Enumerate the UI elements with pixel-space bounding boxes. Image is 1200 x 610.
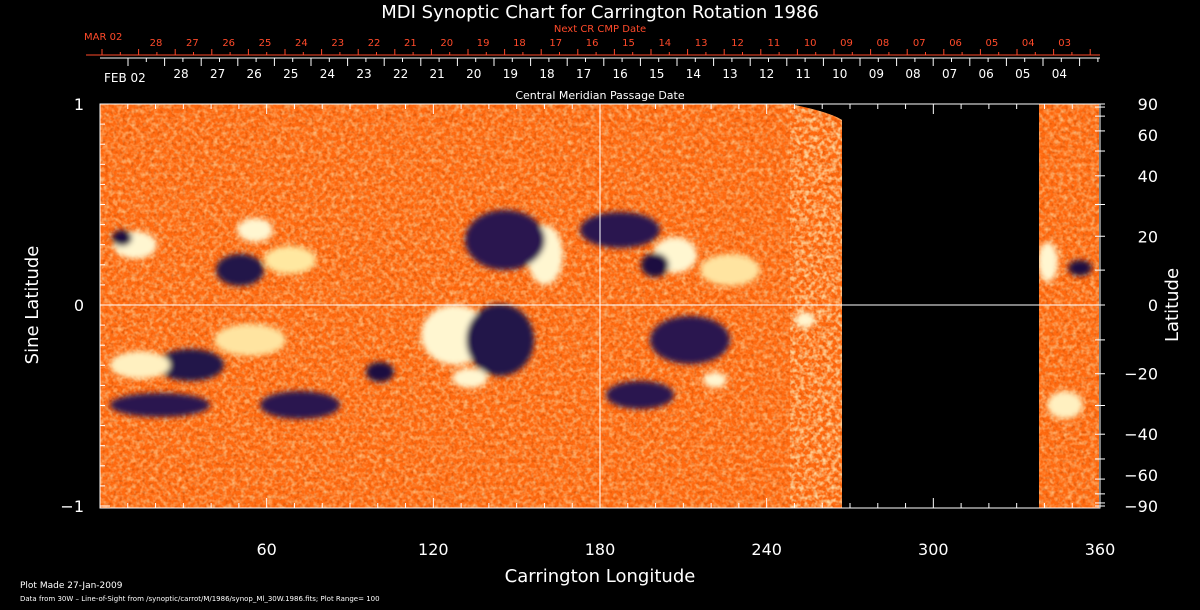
cmp-date-label: 04 <box>1052 67 1067 81</box>
y-right-tick-label: −20 <box>1124 365 1158 384</box>
next-cr-date-label: 10 <box>804 38 817 49</box>
cmp-axis-label: Central Meridian Passage Date <box>515 89 684 102</box>
next-cr-date-label: 06 <box>949 38 962 49</box>
next-cr-date-label: 21 <box>404 38 417 49</box>
next-cr-date-label: 17 <box>549 38 562 49</box>
next-cr-date-label: 08 <box>877 38 890 49</box>
next-cr-date-label: 12 <box>731 38 744 49</box>
cmp-date-label: 26 <box>247 67 262 81</box>
y-right-tick-label: −90 <box>1124 497 1158 516</box>
cmp-date-label: 13 <box>722 67 737 81</box>
y-axis-right-title: Latitude <box>1162 268 1183 342</box>
x-axis: 60 120 180 240 300 360 <box>99 104 1116 559</box>
next-cr-date-label: 26 <box>222 38 235 49</box>
cmp-date-label: 08 <box>905 67 920 81</box>
next-cr-date-label: 07 <box>913 38 926 49</box>
next-cr-date-label: 05 <box>986 38 999 49</box>
next-cr-date-label: 14 <box>658 38 671 49</box>
next-cr-date-label: 15 <box>622 38 635 49</box>
next-cr-month-label: MAR 02 <box>84 32 122 43</box>
cmp-date-label: 24 <box>320 67 335 81</box>
next-cr-date-label: 22 <box>368 38 381 49</box>
x-tick-label: 300 <box>918 540 949 559</box>
cmp-date-label: 10 <box>832 67 847 81</box>
cmp-date-axis: 28 27 26 25 24 23 22 21 20 19 18 17 16 15 14 13 12 11 10 09… <box>100 57 1100 102</box>
x-tick-label: 180 <box>585 540 616 559</box>
x-tick-label: 240 <box>751 540 782 559</box>
cmp-date-label: 09 <box>869 67 884 81</box>
cmp-date-label: 22 <box>393 67 408 81</box>
cmp-date-label: 05 <box>1015 67 1030 81</box>
y-right-tick-label: −60 <box>1124 466 1158 485</box>
next-cr-date-label: 03 <box>1058 38 1071 49</box>
next-cr-date-label: 16 <box>586 38 599 49</box>
next-cr-date-label: 25 <box>259 38 272 49</box>
y-left-tick-label: 0 <box>74 296 84 315</box>
cmp-date-label: 27 <box>210 67 225 81</box>
next-cr-date-label: 28 <box>150 38 163 49</box>
next-cr-date-label: 20 <box>440 38 453 49</box>
cmp-date-label: 21 <box>430 67 445 81</box>
y-right-tick-label: 40 <box>1138 167 1158 186</box>
y-left-tick-label: 1 <box>74 95 84 114</box>
x-axis-title: Carrington Longitude <box>505 566 696 587</box>
cmp-date-label: 28 <box>173 67 188 81</box>
next-cr-date-label: 19 <box>477 38 490 49</box>
y-right-tick-label: 90 <box>1138 95 1158 114</box>
y-axis-right: 90 60 40 20 0 −20 −40 −60 −90 <box>1095 95 1158 516</box>
y-right-tick-label: −40 <box>1124 425 1158 444</box>
y-right-tick-label: 0 <box>1148 296 1158 315</box>
next-cr-date-label: 13 <box>695 38 708 49</box>
next-cr-date-label: 23 <box>331 38 344 49</box>
cmp-date-label: 19 <box>503 67 518 81</box>
cmp-date-label: 23 <box>356 67 371 81</box>
cmp-date-label: 17 <box>576 67 591 81</box>
next-cr-axis: 28 27 26 25 24 23 22 21 20 19 18 17 16 15 14 13 12 11 10 09… <box>84 24 1100 56</box>
cmp-date-label: 16 <box>613 67 628 81</box>
x-tick-label: 60 <box>256 540 276 559</box>
next-cr-date-label: 18 <box>513 38 526 49</box>
magnetogram-right <box>1039 104 1099 508</box>
cmp-month-label: FEB 02 <box>104 71 146 85</box>
cmp-date-label: 07 <box>942 67 957 81</box>
y-axis-left: 1 0 −1 <box>60 95 110 516</box>
next-cr-date-label: 04 <box>1022 38 1035 49</box>
cmp-date-label: 14 <box>686 67 701 81</box>
next-cr-label: Next CR CMP Date <box>554 24 646 35</box>
next-cr-date-label: 24 <box>295 38 308 49</box>
cmp-date-label: 25 <box>283 67 298 81</box>
chart-title: MDI Synoptic Chart for Carrington Rotati… <box>381 2 819 23</box>
cmp-date-label: 15 <box>649 67 664 81</box>
y-left-tick-label: −1 <box>60 497 84 516</box>
next-cr-date-label: 09 <box>840 38 853 49</box>
footer-data-source: Data from 30W – Line-of-Sight from /syno… <box>20 595 380 603</box>
next-cr-date-label: 27 <box>186 38 199 49</box>
magnetogram-left <box>100 104 842 508</box>
x-tick-label: 360 <box>1085 540 1116 559</box>
cmp-date-label: 20 <box>466 67 481 81</box>
footer-plot-made: Plot Made 27-Jan-2009 <box>20 581 123 591</box>
y-axis-left-title: Sine Latitude <box>22 246 43 365</box>
cmp-date-label: 18 <box>539 67 554 81</box>
x-tick-label: 120 <box>418 540 449 559</box>
y-right-tick-label: 60 <box>1138 126 1158 145</box>
y-right-tick-label: 20 <box>1138 227 1158 246</box>
cmp-date-label: 11 <box>796 67 811 81</box>
cmp-date-label: 12 <box>759 67 774 81</box>
next-cr-date-label: 11 <box>767 38 780 49</box>
cmp-date-label: 06 <box>979 67 994 81</box>
